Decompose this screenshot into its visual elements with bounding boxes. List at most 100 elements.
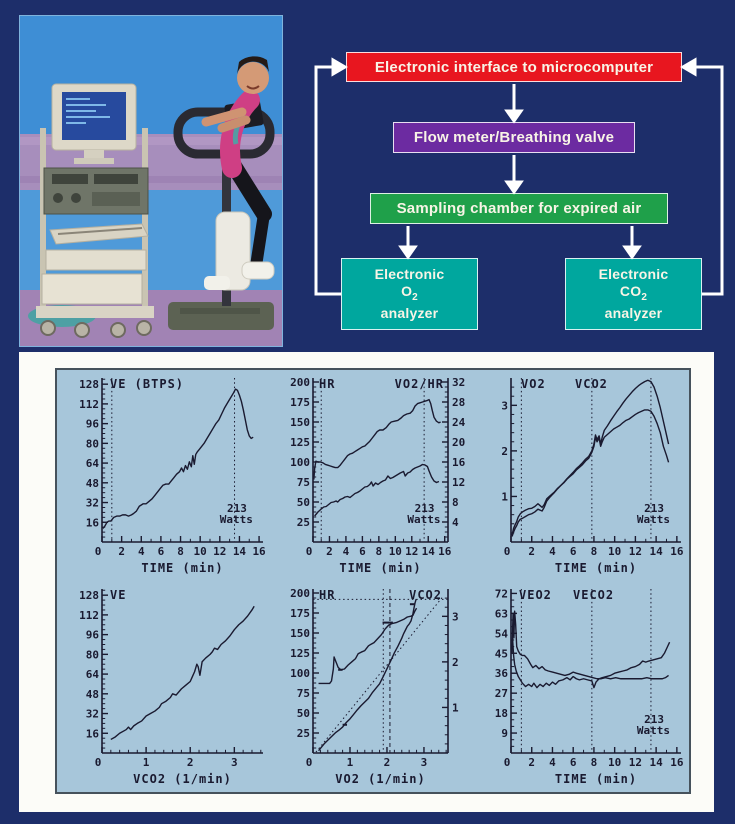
svg-text:36: 36 [495, 667, 509, 680]
svg-text:8: 8 [177, 545, 184, 558]
svg-text:2: 2 [452, 656, 459, 669]
exercise-test-photo [19, 15, 283, 347]
svg-text:72: 72 [495, 587, 508, 600]
svg-text:8: 8 [591, 545, 598, 558]
svg-text:3: 3 [231, 756, 238, 769]
svg-text:4: 4 [452, 516, 459, 529]
o2-analyzer-line1: Electronic [374, 265, 445, 282]
co2-formula: CO [619, 283, 642, 300]
svg-text:12: 12 [629, 545, 642, 558]
svg-text:6: 6 [570, 756, 577, 769]
svg-text:128: 128 [79, 589, 99, 602]
svg-text:2: 2 [326, 545, 333, 558]
svg-text:4: 4 [138, 545, 145, 558]
svg-text:150: 150 [290, 416, 310, 429]
svg-text:6: 6 [158, 545, 165, 558]
metabolic-charts-panel: 16 32 48 64 80 96 112 128 0 2 4 6 8 10 12 14 16 TIME (min… [19, 352, 714, 812]
svg-text:HR: HR [319, 377, 335, 391]
svg-text:125: 125 [290, 647, 310, 660]
svg-text:96: 96 [86, 629, 100, 642]
svg-text:0: 0 [504, 545, 511, 558]
svg-text:2: 2 [384, 756, 391, 769]
svg-text:10: 10 [194, 545, 207, 558]
svg-text:1: 1 [452, 701, 459, 714]
svg-text:96: 96 [86, 418, 100, 431]
svg-text:12: 12 [405, 545, 418, 558]
svg-text:64: 64 [86, 457, 100, 470]
svg-text:12: 12 [629, 756, 642, 769]
svg-text:1: 1 [501, 490, 508, 503]
svg-text:20: 20 [452, 436, 465, 449]
svg-text:VE: VE [110, 588, 126, 602]
svg-text:16: 16 [670, 545, 684, 558]
svg-text:3: 3 [421, 756, 428, 769]
svg-text:16: 16 [86, 516, 100, 529]
svg-text:TIME (min): TIME (min) [555, 561, 637, 575]
svg-text:213: 213 [644, 502, 664, 515]
co2-analyzer-line1: Electronic [598, 265, 669, 282]
svg-text:12: 12 [213, 545, 226, 558]
svg-text:TIME (min): TIME (min) [555, 772, 637, 786]
svg-text:0: 0 [306, 756, 313, 769]
svg-text:0: 0 [504, 756, 511, 769]
svg-text:175: 175 [290, 396, 310, 409]
flowchart-box-co2-analyzer: Electronic CO2 analyzer [565, 258, 702, 330]
svg-text:VEO2: VEO2 [519, 588, 552, 602]
svg-text:10: 10 [608, 545, 621, 558]
svg-text:14: 14 [233, 545, 247, 558]
svg-text:TIME (min): TIME (min) [141, 561, 223, 575]
svg-text:Watts: Watts [637, 724, 670, 737]
svg-text:213: 213 [415, 502, 435, 515]
feedback-line-left [314, 65, 341, 296]
co2-analyzer-line3: analyzer [604, 304, 663, 321]
svg-text:32: 32 [452, 376, 465, 389]
svg-text:8: 8 [591, 756, 598, 769]
svg-text:16: 16 [452, 456, 466, 469]
svg-text:27: 27 [495, 687, 508, 700]
svg-text:TIME (min): TIME (min) [339, 561, 421, 575]
svg-text:80: 80 [86, 648, 99, 661]
svg-text:175: 175 [290, 607, 310, 620]
svg-text:6: 6 [570, 545, 577, 558]
svg-text:Watts: Watts [637, 513, 670, 526]
flowchart-box-flowmeter: Flow meter/Breathing valve [393, 122, 635, 153]
photo-analyzer-unit [43, 167, 149, 215]
svg-text:16: 16 [670, 756, 684, 769]
svg-text:150: 150 [290, 627, 310, 640]
svg-text:50: 50 [297, 496, 310, 509]
svg-text:14: 14 [422, 545, 436, 558]
svg-text:9: 9 [501, 727, 508, 740]
svg-text:75: 75 [297, 687, 310, 700]
svg-text:3: 3 [452, 610, 459, 623]
svg-text:80: 80 [86, 437, 99, 450]
svg-text:128: 128 [79, 378, 99, 391]
svg-text:3: 3 [501, 399, 508, 412]
svg-text:HR: HR [319, 588, 335, 602]
svg-text:48: 48 [86, 477, 99, 490]
svg-text:32: 32 [86, 708, 99, 721]
svg-text:54: 54 [495, 627, 509, 640]
flowchart-box-sampling-chamber: Sampling chamber for expired air [370, 193, 668, 224]
photo-rider [201, 56, 275, 290]
svg-text:25: 25 [297, 516, 310, 529]
svg-text:64: 64 [86, 668, 100, 681]
svg-text:10: 10 [608, 756, 621, 769]
svg-text:12: 12 [452, 476, 465, 489]
svg-text:2: 2 [528, 545, 535, 558]
svg-text:112: 112 [79, 398, 99, 411]
svg-text:14: 14 [649, 756, 663, 769]
svg-text:2: 2 [118, 545, 125, 558]
svg-text:50: 50 [297, 707, 310, 720]
svg-text:125: 125 [290, 436, 310, 449]
svg-text:18: 18 [495, 707, 508, 720]
svg-text:112: 112 [79, 609, 99, 622]
svg-text:1: 1 [347, 756, 354, 769]
svg-text:100: 100 [290, 667, 310, 680]
svg-text:VO2 (1/min): VO2 (1/min) [335, 772, 425, 786]
svg-text:16: 16 [438, 545, 452, 558]
svg-text:VCO2: VCO2 [575, 377, 608, 391]
svg-text:0: 0 [95, 756, 102, 769]
svg-text:4: 4 [343, 545, 350, 558]
photo-metabolic-cart [36, 83, 154, 338]
